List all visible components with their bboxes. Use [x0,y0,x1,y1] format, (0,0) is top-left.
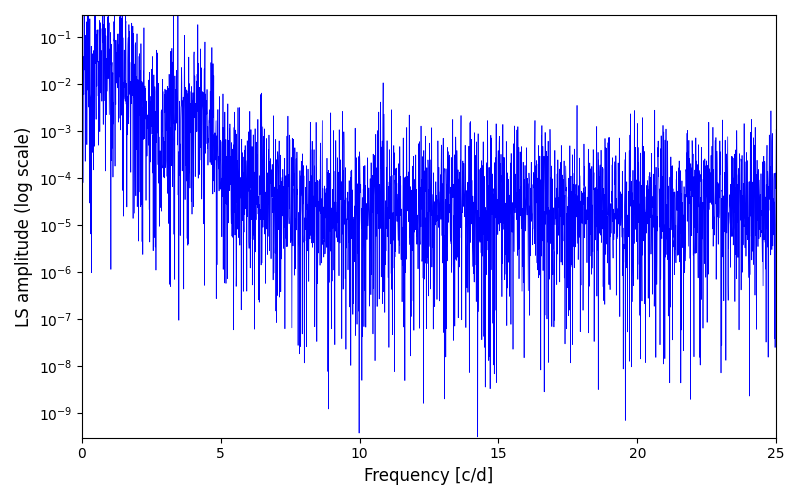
Y-axis label: LS amplitude (log scale): LS amplitude (log scale) [15,126,33,326]
X-axis label: Frequency [c/d]: Frequency [c/d] [364,467,494,485]
